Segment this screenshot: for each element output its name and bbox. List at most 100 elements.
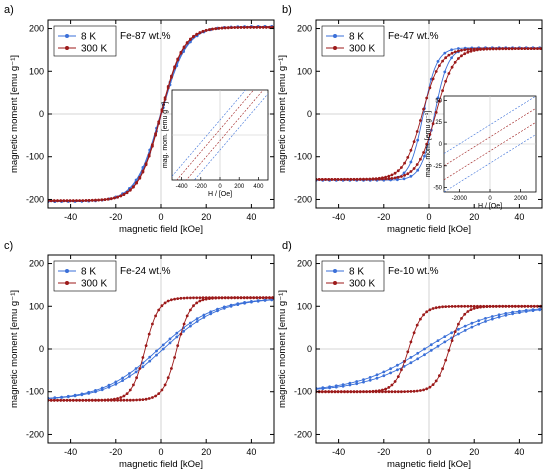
y-tick-label: -200 [294,194,312,204]
data-point [339,390,343,394]
data-point [185,41,189,45]
inset-branch [444,134,536,192]
data-point [390,390,394,394]
legend-label: 300 K [349,44,375,55]
data-point [453,50,457,54]
data-point [382,370,386,374]
legend-marker [65,269,69,273]
data-point [365,390,368,394]
data-point [53,396,57,400]
data-point [175,335,179,339]
data-point [261,296,265,300]
data-point [157,308,161,312]
data-point [220,26,224,30]
data-point [320,390,324,394]
data-point [403,360,406,363]
data-point [189,40,192,44]
data-point [466,310,470,313]
data-point [160,304,164,308]
data-point [75,199,78,203]
data-point [428,385,432,389]
x-tick-label: -40 [332,447,345,457]
data-point [450,51,454,55]
data-point [457,47,460,50]
data-point [412,140,416,144]
data-point [498,304,501,308]
data-point [425,142,429,146]
data-point [532,304,536,308]
x-tick-label: 20 [201,447,211,457]
data-point [80,393,84,397]
data-point [396,368,399,372]
data-point [368,390,372,394]
data-point [453,330,457,333]
data-point [173,66,177,70]
data-point [406,350,410,354]
data-point [100,198,104,202]
data-point [409,170,413,173]
data-point [387,386,391,389]
inset-x-tick-label: 400 [253,184,264,190]
data-point [52,199,56,203]
data-point [501,304,505,308]
data-point [375,373,379,377]
data-point [114,382,118,386]
data-point [348,383,352,387]
data-point [327,390,331,394]
data-point [90,398,94,402]
data-point [226,296,230,300]
data-point [444,358,448,362]
data-point [73,394,77,398]
data-point [109,197,113,201]
data-point [107,383,111,387]
data-point [324,390,327,394]
sample-label: Fe-10 wt.% [388,266,439,277]
data-point [352,390,356,394]
data-point [333,390,337,394]
sample-label: Fe-47 wt.% [388,31,439,42]
data-point [513,47,517,50]
data-point [132,383,135,387]
data-point [223,26,227,30]
y-tick-label: 100 [29,301,44,311]
data-point [179,51,183,55]
data-point [346,178,349,181]
data-point [106,197,110,201]
data-point [476,48,479,52]
data-point [255,296,259,300]
data-point [138,367,142,370]
inset-data [444,96,536,192]
data-point [100,398,104,402]
data-point [157,122,161,125]
data-point [195,320,199,323]
data-point [250,300,253,304]
data-point [466,304,470,308]
data-point [163,301,167,305]
data-point [403,161,406,165]
data-point [202,316,206,319]
data-point [400,368,403,372]
data-point [179,296,183,300]
data-point [441,367,444,371]
data-point [422,313,425,317]
data-point [141,356,145,359]
legend-label: 300 K [81,44,107,55]
data-point [182,322,186,326]
data-point [501,47,505,51]
data-point [87,199,91,202]
data-point [160,388,164,392]
inset-x-tick-label: 0 [488,196,492,202]
data-point [419,119,422,122]
data-point [56,199,59,203]
legend-marker [65,46,69,50]
data-point [109,398,113,402]
data-point [320,178,324,181]
y-tick-label: -100 [26,387,44,397]
y-tick-label: 100 [29,66,44,76]
data-point [97,198,100,202]
data-point [517,304,520,308]
data-point [330,178,334,181]
data-point [450,331,453,335]
